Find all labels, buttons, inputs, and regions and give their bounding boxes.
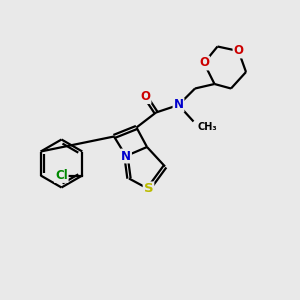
Text: N: N [121, 149, 131, 163]
Text: S: S [144, 182, 153, 196]
Text: CH₃: CH₃ [197, 122, 217, 132]
Text: Cl: Cl [55, 169, 68, 182]
Text: N: N [173, 98, 184, 112]
Text: O: O [140, 90, 151, 103]
Text: O: O [199, 56, 209, 70]
Text: O: O [233, 44, 244, 58]
